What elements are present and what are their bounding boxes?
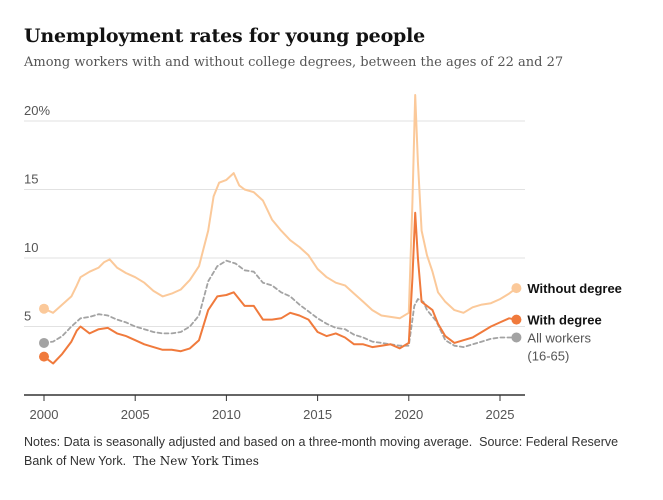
start-marker-without-degree <box>39 303 49 314</box>
start-marker-with-degree <box>39 351 49 362</box>
end-label-with-degree: With degree <box>527 313 601 328</box>
end-label-all-workers-16-65: All workers (16-65) <box>527 330 591 363</box>
y-tick-label: 20% <box>24 103 50 118</box>
start-marker-all-workers-16-65 <box>39 337 49 348</box>
chart-title: Unemployment rates for young people <box>24 25 426 47</box>
gridlines: 5 10 15 20% <box>24 103 525 327</box>
end-marker-all-workers-16-65 <box>511 332 522 343</box>
credit-logo: The New York Times <box>133 454 259 468</box>
end-label-without-degree: Without degree <box>527 281 622 296</box>
y-tick-label: 15 <box>24 172 38 187</box>
x-tick-label: 2010 <box>212 407 241 422</box>
series-line-all-workers-16-65 <box>43 259 518 348</box>
x-tick-label: 2020 <box>394 407 423 422</box>
source-text: Source: Federal Reserve Bank of New York… <box>24 435 619 468</box>
series-lines <box>43 94 518 365</box>
chart-subtitle: Among workers with and without college d… <box>24 55 564 70</box>
line-chart: 5 10 15 20% 2000 2005 2010 2015 2020 2025 Withou… <box>24 94 622 422</box>
x-tick-label: 2000 <box>30 407 59 422</box>
series-line-without-degree <box>43 94 518 320</box>
x-tick-label: 2015 <box>303 407 332 422</box>
notes-text: Notes: Data is seasonally adjusted and b… <box>24 435 473 449</box>
end-marker-with-degree <box>511 314 522 325</box>
series-line-with-degree <box>43 211 518 365</box>
x-axis: 2000 2005 2010 2015 2020 2025 <box>24 394 525 422</box>
x-tick-label: 2005 <box>121 407 150 422</box>
end-marker-without-degree <box>511 283 522 294</box>
series-markers <box>39 283 522 362</box>
y-tick-label: 5 <box>24 309 31 324</box>
series-end-labels: Without degree With degree All workers (16-… <box>527 281 622 363</box>
footnotes: Notes: Data is seasonally adjusted and b… <box>24 433 634 471</box>
y-tick-label: 10 <box>24 240 38 255</box>
x-tick-label: 2025 <box>486 407 515 422</box>
